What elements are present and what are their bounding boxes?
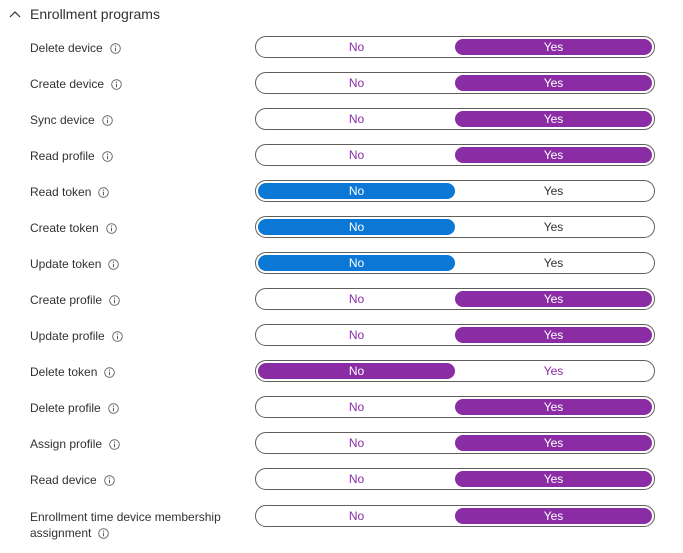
permission-toggle[interactable]: No Yes <box>255 72 655 94</box>
permission-label: Delete token <box>30 365 98 379</box>
toggle-option-yes[interactable]: Yes <box>455 327 652 343</box>
permission-row-sync-device: Sync device No Yes <box>0 102 683 138</box>
toggle-option-no[interactable]: No <box>348 112 365 126</box>
toggle-option-yes[interactable]: Yes <box>543 220 564 234</box>
permission-toggle[interactable]: No Yes <box>255 505 655 527</box>
toggle-option-yes[interactable]: Yes <box>543 256 564 270</box>
permission-label-line1: Enrollment time device membership <box>30 510 221 524</box>
permission-row-read-token: Read token No Yes <box>0 174 683 210</box>
permission-row-delete-device: Delete device No Yes <box>0 30 683 66</box>
permission-toggle[interactable]: No Yes <box>255 108 655 130</box>
permission-row-read-device: Read device No Yes <box>0 462 683 498</box>
permission-label: Delete device <box>30 41 103 55</box>
toggle-option-yes[interactable]: Yes <box>543 364 564 378</box>
toggle-option-no[interactable]: No <box>258 363 455 379</box>
info-icon[interactable] <box>111 330 123 342</box>
permission-label: Create profile <box>30 293 103 307</box>
permission-row-update-profile: Update profile No Yes <box>0 318 683 354</box>
toggle-option-yes[interactable]: Yes <box>455 111 652 127</box>
info-icon[interactable] <box>103 474 115 486</box>
toggle-option-no[interactable]: No <box>348 328 365 342</box>
toggle-option-no[interactable]: No <box>258 255 455 271</box>
info-icon[interactable] <box>111 78 122 90</box>
toggle-option-no[interactable]: No <box>348 509 365 523</box>
toggle-option-no[interactable]: No <box>348 436 365 450</box>
toggle-option-no[interactable]: No <box>348 148 365 162</box>
permission-toggle[interactable]: No Yes <box>255 180 655 202</box>
toggle-option-no[interactable]: No <box>348 292 365 306</box>
permission-label: Update profile <box>30 329 105 343</box>
info-icon[interactable] <box>108 258 120 270</box>
toggle-option-yes[interactable]: Yes <box>455 75 652 91</box>
info-icon[interactable] <box>98 527 110 539</box>
permission-row-update-token: Update token No Yes <box>0 246 683 282</box>
permission-row-enrollment-time-device-membership-assignment: Enrollment time device membership assign… <box>0 498 683 546</box>
permission-label: Read device <box>30 473 97 487</box>
info-icon[interactable] <box>98 186 110 198</box>
info-icon[interactable] <box>107 402 119 414</box>
permission-toggle[interactable]: No Yes <box>255 144 655 166</box>
toggle-option-yes[interactable]: Yes <box>455 291 652 307</box>
permission-toggle[interactable]: No Yes <box>255 468 655 490</box>
permission-label: Assign profile <box>30 437 103 451</box>
toggle-option-no[interactable]: No <box>258 219 455 235</box>
permission-label: Delete profile <box>30 401 101 415</box>
toggle-option-yes[interactable]: Yes <box>455 39 652 55</box>
permission-toggle[interactable]: No Yes <box>255 216 655 238</box>
info-icon[interactable] <box>101 150 113 162</box>
toggle-option-no[interactable]: No <box>348 472 365 486</box>
permission-row-delete-token: Delete token No Yes <box>0 354 683 390</box>
toggle-option-no[interactable]: No <box>348 76 365 90</box>
toggle-option-yes[interactable]: Yes <box>455 399 652 415</box>
toggle-option-no[interactable]: No <box>348 40 365 54</box>
section-header-enrollment-programs[interactable]: Enrollment programs <box>8 4 160 24</box>
permission-toggle[interactable]: No Yes <box>255 360 655 382</box>
permission-label: Update token <box>30 257 102 271</box>
section-title: Enrollment programs <box>30 6 160 22</box>
permission-label: Read profile <box>30 149 95 163</box>
toggle-option-yes[interactable]: Yes <box>543 184 564 198</box>
permission-toggle[interactable]: No Yes <box>255 324 655 346</box>
toggle-option-no[interactable]: No <box>258 183 455 199</box>
permission-toggle[interactable]: No Yes <box>255 288 655 310</box>
permission-toggle[interactable]: No Yes <box>255 396 655 418</box>
info-icon[interactable] <box>109 42 121 54</box>
permission-row-delete-profile: Delete profile No Yes <box>0 390 683 426</box>
permission-toggle[interactable]: No Yes <box>255 432 655 454</box>
info-icon[interactable] <box>109 294 120 306</box>
permission-label-line2: assignment <box>30 526 92 540</box>
permission-row-assign-profile: Assign profile No Yes <box>0 426 683 462</box>
chevron-up-icon[interactable] <box>8 7 22 21</box>
toggle-option-yes[interactable]: Yes <box>455 508 652 524</box>
toggle-option-no[interactable]: No <box>348 400 365 414</box>
info-icon[interactable] <box>105 222 117 234</box>
toggle-option-yes[interactable]: Yes <box>455 147 652 163</box>
permission-label: Read token <box>30 185 92 199</box>
permission-label: Create token <box>30 221 99 235</box>
permission-label: Create device <box>30 77 105 91</box>
info-icon[interactable] <box>101 114 113 126</box>
permission-row-create-profile: Create profile No Yes <box>0 282 683 318</box>
toggle-option-yes[interactable]: Yes <box>455 471 652 487</box>
permission-label: Sync device <box>30 113 95 127</box>
permission-row-create-token: Create token No Yes <box>0 210 683 246</box>
info-icon[interactable] <box>109 438 120 450</box>
permission-toggle[interactable]: No Yes <box>255 252 655 274</box>
toggle-option-yes[interactable]: Yes <box>455 435 652 451</box>
permission-row-read-profile: Read profile No Yes <box>0 138 683 174</box>
permission-row-create-device: Create device No Yes <box>0 66 683 102</box>
permission-toggle[interactable]: No Yes <box>255 36 655 58</box>
info-icon[interactable] <box>104 366 116 378</box>
